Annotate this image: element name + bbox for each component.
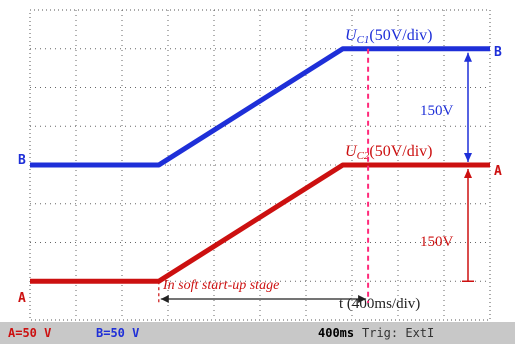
traces bbox=[30, 46, 490, 284]
upper-span-label: 150V bbox=[420, 103, 454, 119]
soft-start-arrowhead-right bbox=[358, 295, 367, 303]
channel-b-scale: B=50 V bbox=[96, 326, 140, 340]
series-trace-uc2 bbox=[30, 162, 490, 284]
series-trace-uc1 bbox=[30, 46, 490, 168]
series-label-uc1: UC1(50V/div) bbox=[345, 27, 433, 46]
timebase-readout: 400ms bbox=[318, 326, 355, 340]
lower-span-arrowhead-top bbox=[464, 169, 472, 178]
trigger-readout: Trig: ExtI bbox=[362, 326, 435, 340]
channel-a-scale: A=50 V bbox=[8, 326, 52, 340]
channel-a-marker-left: A bbox=[18, 291, 26, 306]
upper-span-arrowhead-bottom bbox=[464, 153, 472, 162]
soft-start-arrowhead-left bbox=[160, 295, 169, 303]
upper-span-arrowhead-top bbox=[464, 52, 472, 62]
channel-a-marker-right: A bbox=[494, 164, 502, 179]
channel-b-marker-left: B bbox=[18, 153, 26, 168]
status-bar: A=50 V B=50 V 400ms Trig: ExtI bbox=[0, 322, 515, 344]
soft-start-label: In soft start-up stage bbox=[162, 278, 279, 293]
lower-span-label: 150V bbox=[420, 234, 454, 250]
annotations: UC1(50V/div) UC2(50V/div) 150V 150V In s… bbox=[18, 27, 502, 312]
channel-b-marker-right: B bbox=[494, 45, 502, 60]
series-label-uc2: UC2(50V/div) bbox=[345, 143, 433, 162]
